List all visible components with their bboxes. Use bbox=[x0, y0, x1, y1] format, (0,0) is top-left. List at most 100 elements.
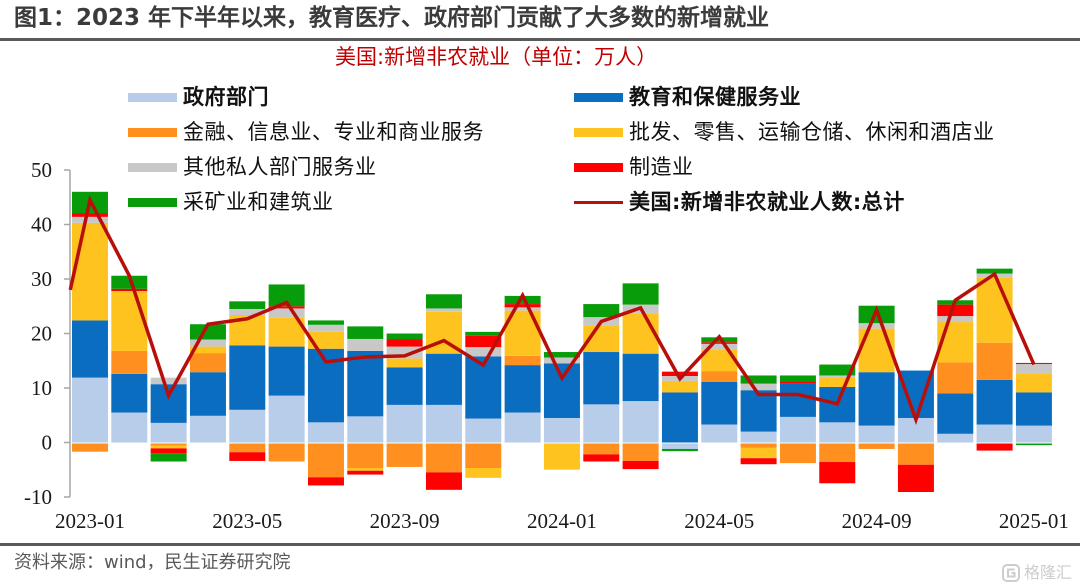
bar-segment-manufacturing-2024-10 bbox=[897, 464, 934, 492]
bar-stack-2025-01 bbox=[1015, 362, 1052, 446]
bar-segment-education-health-2024-12 bbox=[976, 379, 1013, 425]
bar-stack-2023-04 bbox=[189, 324, 226, 443]
watermark-text: 格隆汇 bbox=[1024, 563, 1073, 582]
bar-segment-manufacturing-2023-07 bbox=[307, 477, 344, 486]
bar-segment-education-health-2025-01 bbox=[1015, 392, 1052, 426]
bar-segment-education-health-2023-03 bbox=[150, 384, 187, 423]
bar-segment-mining-construction-2023-07 bbox=[307, 320, 344, 325]
bar-stack-2023-06 bbox=[268, 284, 305, 462]
bar-segment-trade-transport-leisure-2023-04 bbox=[189, 346, 226, 354]
legend-label-other-private-services: 其他私人部门服务业 bbox=[183, 155, 377, 179]
bar-segment-manufacturing-2023-01 bbox=[71, 213, 108, 217]
series-line-total-nonfarm bbox=[68, 194, 1036, 425]
bar-segment-finance-info-business-2024-02 bbox=[583, 443, 620, 455]
bar-segment-education-health-2023-08 bbox=[347, 350, 384, 417]
bar-segment-trade-transport-leisure-2023-02 bbox=[111, 290, 148, 351]
bar-segment-education-health-2023-04 bbox=[189, 372, 226, 416]
bar-segment-other-private-services-2023-07 bbox=[307, 324, 344, 332]
bar-segment-mining-construction-2023-09 bbox=[386, 333, 423, 340]
bar-stack-2024-07 bbox=[779, 375, 816, 464]
bar-segment-trade-transport-leisure-2023-11 bbox=[465, 468, 502, 478]
bar-segment-government-2024-07 bbox=[779, 416, 816, 443]
bar-segment-trade-transport-leisure-2024-09 bbox=[858, 328, 895, 373]
bar-segment-trade-transport-leisure-2024-12 bbox=[976, 277, 1013, 343]
bar-segment-mining-construction-2023-02 bbox=[111, 275, 148, 289]
bar-segment-education-health-2023-12 bbox=[504, 365, 541, 413]
bar-segment-government-2023-04 bbox=[189, 415, 226, 443]
bar-segment-manufacturing-2024-06 bbox=[740, 458, 777, 465]
bar-segment-manufacturing-2023-11 bbox=[465, 335, 502, 348]
bar-segment-government-2023-09 bbox=[386, 404, 423, 443]
legend-swatch-manufacturing bbox=[574, 162, 623, 172]
legend-item-finance-info-business: 金融、信息业、专业和商业服务 bbox=[128, 119, 484, 145]
bar-segment-mining-construction-2024-04 bbox=[661, 448, 698, 452]
bar-segment-finance-info-business-2023-10 bbox=[425, 443, 462, 473]
bar-segment-mining-construction-2024-02 bbox=[583, 304, 620, 318]
bar-segment-government-2023-05 bbox=[229, 409, 266, 443]
bar-stack-2023-02 bbox=[111, 275, 148, 443]
bar-segment-other-private-services-2024-06 bbox=[740, 383, 777, 391]
bar-segment-manufacturing-2024-02 bbox=[583, 454, 620, 462]
bar-segment-other-private-services-2024-11 bbox=[937, 316, 974, 323]
bar-segment-mining-construction-2024-08 bbox=[819, 364, 856, 376]
bar-segment-mining-construction-2023-08 bbox=[347, 326, 384, 339]
bar-segment-manufacturing-2024-03 bbox=[622, 460, 659, 470]
y-tick-label: 30 bbox=[31, 267, 52, 291]
bar-segment-government-2024-08 bbox=[819, 422, 856, 443]
bar-segment-government-2023-10 bbox=[425, 404, 462, 443]
bar-segment-finance-info-business-2024-05 bbox=[701, 371, 738, 383]
bar-stack-2023-10 bbox=[425, 294, 462, 490]
bar-segment-manufacturing-2023-05 bbox=[229, 452, 266, 461]
legend-label-total-nonfarm: 美国:新增非农就业人数:总计 bbox=[629, 190, 905, 214]
bar-stack-2024-02 bbox=[583, 304, 620, 462]
bar-segment-manufacturing-2023-08 bbox=[347, 470, 384, 475]
bar-segment-finance-info-business-2023-02 bbox=[111, 350, 148, 374]
bar-segment-manufacturing-2024-11 bbox=[937, 304, 974, 317]
bar-segment-education-health-2023-09 bbox=[386, 367, 423, 405]
bar-segment-mining-construction-2023-03 bbox=[150, 453, 187, 462]
bar-segment-education-health-2024-02 bbox=[583, 352, 620, 405]
bar-stack-2024-12 bbox=[976, 268, 1013, 451]
bar-stack-2023-08 bbox=[347, 326, 384, 475]
bar-segment-manufacturing-2024-07 bbox=[779, 382, 816, 384]
bar-segment-government-2024-11 bbox=[937, 433, 974, 443]
x-tick-label: 2025-01 bbox=[999, 509, 1069, 533]
bar-stack-2023-05 bbox=[229, 301, 266, 461]
source-note: 资料来源：wind，民生证券研究院 bbox=[14, 552, 291, 573]
figure-title: 图1：2023 年下半年以来，教育医疗、政府部门贡献了大多数的新增就业 bbox=[14, 5, 770, 31]
legend-label-education-health: 教育和保健服务业 bbox=[629, 85, 801, 109]
bar-segment-trade-transport-leisure-2024-08 bbox=[819, 377, 856, 387]
bar-segment-education-health-2024-07 bbox=[779, 383, 816, 417]
bar-stack-2024-11 bbox=[937, 300, 974, 443]
x-axis: 2023-01 2023-05 2023-09 2024-01 2024-05 2024-… bbox=[55, 509, 1069, 533]
bar-segment-other-private-services-2023-06 bbox=[268, 308, 305, 318]
bar-segment-government-2024-01 bbox=[543, 417, 580, 443]
bar-segment-government-2025-01 bbox=[1015, 425, 1052, 443]
bar-segment-mining-construction-2023-04 bbox=[189, 324, 226, 340]
bar-segment-other-private-services-2023-03 bbox=[150, 377, 187, 385]
gelonghui-logo-icon bbox=[1002, 564, 1020, 582]
legend-swatch-total-nonfarm-line bbox=[574, 200, 623, 204]
bar-segment-government-2024-05 bbox=[701, 424, 738, 443]
bar-segment-trade-transport-leisure-2024-04 bbox=[661, 380, 698, 393]
legend-item-trade-transport-leisure: 批发、零售、运输仓储、休闲和酒店业 bbox=[574, 119, 995, 145]
legend-swatch-finance-info-business bbox=[128, 127, 177, 137]
bar-stack-2024-08 bbox=[819, 364, 856, 484]
y-tick-label: 0 bbox=[42, 431, 53, 455]
y-tick-label: 10 bbox=[31, 376, 52, 400]
y-tick-label: 20 bbox=[31, 322, 52, 346]
x-tick-label: 2024-01 bbox=[527, 509, 597, 533]
bar-segment-education-health-2024-03 bbox=[622, 353, 659, 402]
bar-segment-other-private-services-2024-08 bbox=[819, 375, 856, 378]
bar-segment-mining-construction-2023-11 bbox=[465, 331, 502, 336]
bar-segment-government-2023-08 bbox=[347, 416, 384, 443]
bar-segment-government-2023-03 bbox=[150, 422, 187, 443]
bar-segment-mining-construction-2025-01 bbox=[1015, 443, 1052, 446]
bar-stack-2024-06 bbox=[740, 375, 777, 465]
bar-segment-education-health-2024-04 bbox=[661, 392, 698, 443]
bar-segment-government-2024-04 bbox=[661, 443, 698, 449]
bar-segment-trade-transport-leisure-2023-08 bbox=[347, 468, 384, 471]
bar-stack-2023-09 bbox=[386, 333, 423, 467]
bar-segment-finance-info-business-2023-06 bbox=[268, 443, 305, 462]
